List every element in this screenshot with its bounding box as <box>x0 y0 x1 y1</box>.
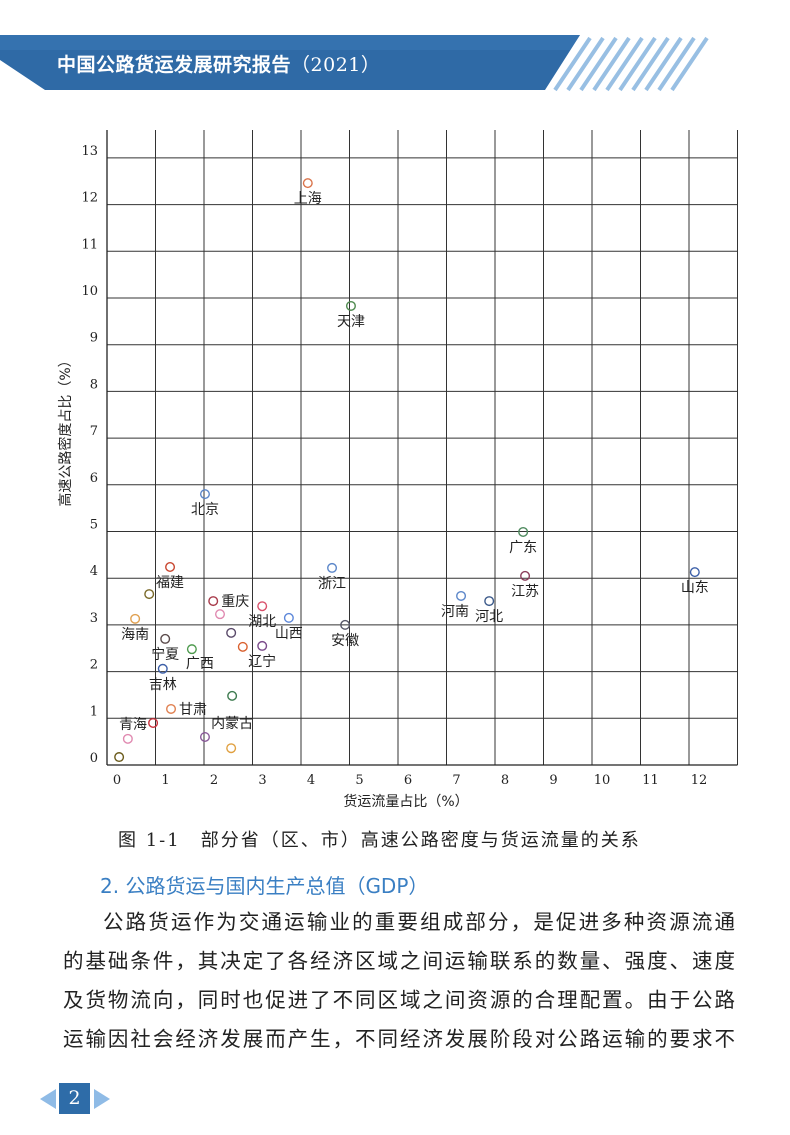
data-point <box>456 590 467 601</box>
data-point-label: 江苏 <box>511 584 539 600</box>
y-tick-label: 1 <box>90 704 98 719</box>
book-year: （2021） <box>291 54 381 76</box>
y-axis-label: 高速公路密度占比（%） <box>57 353 74 506</box>
x-tick-label: 8 <box>501 773 509 788</box>
body-line: 运输因社会经济发展而产生，不同经济发展阶段对公路运输的要求不 <box>63 1027 735 1051</box>
data-point <box>227 690 238 701</box>
y-tick-label: 2 <box>90 658 98 673</box>
data-point-label: 辽宁 <box>248 653 276 670</box>
x-axis-label: 货运流量占比（%） <box>343 793 468 810</box>
y-tick-label: 13 <box>81 144 98 159</box>
data-point <box>257 601 268 612</box>
y-tick-label: 10 <box>81 284 98 299</box>
body-line: 公路货运作为交通运输业的重要组成部分，是促进多种资源流通 <box>103 910 735 934</box>
data-point <box>226 743 237 754</box>
data-point-label: 山西 <box>275 626 303 642</box>
section-heading: 2. 公路货运与国内生产总值（GDP） <box>100 874 429 898</box>
x-tick-label: 10 <box>594 773 611 788</box>
data-point <box>689 567 700 578</box>
data-point-label: 甘肃 <box>179 702 207 718</box>
data-point <box>237 641 248 652</box>
data-point <box>345 300 356 311</box>
x-tick-label: 9 <box>549 773 557 788</box>
data-point <box>484 596 495 607</box>
body-line: 的基础条件，其决定了各经济区域之间运输联系的数量、强度、速度 <box>63 949 735 973</box>
x-tick-label: 6 <box>404 773 412 788</box>
data-point <box>144 589 155 600</box>
y-tick-label: 6 <box>90 471 98 486</box>
data-point-label: 北京 <box>191 502 219 518</box>
x-tick-label: 7 <box>452 773 460 788</box>
book-title: 中国公路货运发展研究报告（2021） <box>57 50 380 77</box>
data-point <box>130 613 141 624</box>
chart-points: 上海天津北京广东山东 浙江江苏河南 河北安徽 福建重庆湖北山西 海南宁夏广西 辽宁吉林内蒙… <box>114 178 709 763</box>
data-point-label: 宁夏 <box>151 646 179 663</box>
data-point <box>165 561 176 572</box>
x-tick-label: 1 <box>161 773 169 788</box>
data-point <box>122 733 133 744</box>
y-tick-label: 3 <box>90 611 98 626</box>
data-point <box>208 596 219 607</box>
data-point <box>199 731 210 742</box>
data-point <box>283 612 294 623</box>
chart-grid <box>106 130 738 766</box>
data-point-label: 上海 <box>294 191 322 207</box>
data-point <box>160 633 171 644</box>
figure-caption: 图 1-1 部分省（区、市）高速公路密度与货运流量的关系 <box>118 830 641 851</box>
data-point-label: 吉林 <box>149 677 177 693</box>
data-point <box>215 609 226 620</box>
data-point-label: 浙江 <box>318 576 346 592</box>
data-point <box>302 178 313 189</box>
data-point <box>114 752 125 763</box>
y-tick-label: 7 <box>90 424 98 439</box>
data-point <box>199 489 210 500</box>
x-tick-label: 3 <box>258 773 266 788</box>
x-tick-label: 11 <box>642 773 659 788</box>
y-tick-label: 12 <box>81 191 98 206</box>
x-tick-label: 5 <box>355 773 363 788</box>
page-number: 2 <box>59 1083 90 1114</box>
y-tick-label: 0 <box>90 751 98 766</box>
data-point-label: 河南 <box>441 604 469 620</box>
data-point <box>257 640 268 651</box>
data-point <box>166 703 177 714</box>
y-tick-label: 4 <box>90 564 98 579</box>
next-page-arrow-icon[interactable] <box>92 1088 112 1110</box>
data-point <box>340 619 351 630</box>
y-tick-label: 11 <box>81 237 98 252</box>
data-point-label: 内蒙古 <box>211 716 253 732</box>
data-point-label: 重庆 <box>221 594 249 610</box>
y-tick-label: 8 <box>90 377 98 392</box>
y-tick-label: 5 <box>90 518 98 533</box>
data-point <box>327 562 338 573</box>
data-point <box>520 570 531 581</box>
data-point-label: 河北 <box>475 609 503 625</box>
data-point-label: 海南 <box>121 627 149 643</box>
data-point-label: 广西 <box>186 656 214 672</box>
header-banner <box>0 35 709 92</box>
y-tick-label: 9 <box>90 331 98 346</box>
x-tick-label: 0 <box>113 773 121 788</box>
x-tick-label: 2 <box>210 773 218 788</box>
data-point <box>186 644 197 655</box>
x-tick-label: 12 <box>691 773 708 788</box>
data-point-label: 湖北 <box>248 614 276 630</box>
data-point-label: 山东 <box>681 580 709 596</box>
data-point-label: 安徽 <box>331 633 359 649</box>
data-point <box>148 717 159 728</box>
data-point <box>518 526 529 537</box>
data-point <box>157 663 168 674</box>
data-point-label: 广东 <box>509 540 537 556</box>
x-tick-label: 4 <box>307 773 315 788</box>
prev-page-arrow-icon[interactable] <box>38 1088 58 1110</box>
data-point-label: 福建 <box>156 575 184 591</box>
data-point <box>226 627 237 638</box>
body-line: 及货物流向，同时也促进了不同区域之间资源的合理配置。由于公路 <box>63 988 735 1012</box>
data-point-label: 天津 <box>337 314 365 330</box>
data-point-label: 青海 <box>119 717 147 733</box>
book-title-text: 中国公路货运发展研究报告 <box>57 54 292 76</box>
